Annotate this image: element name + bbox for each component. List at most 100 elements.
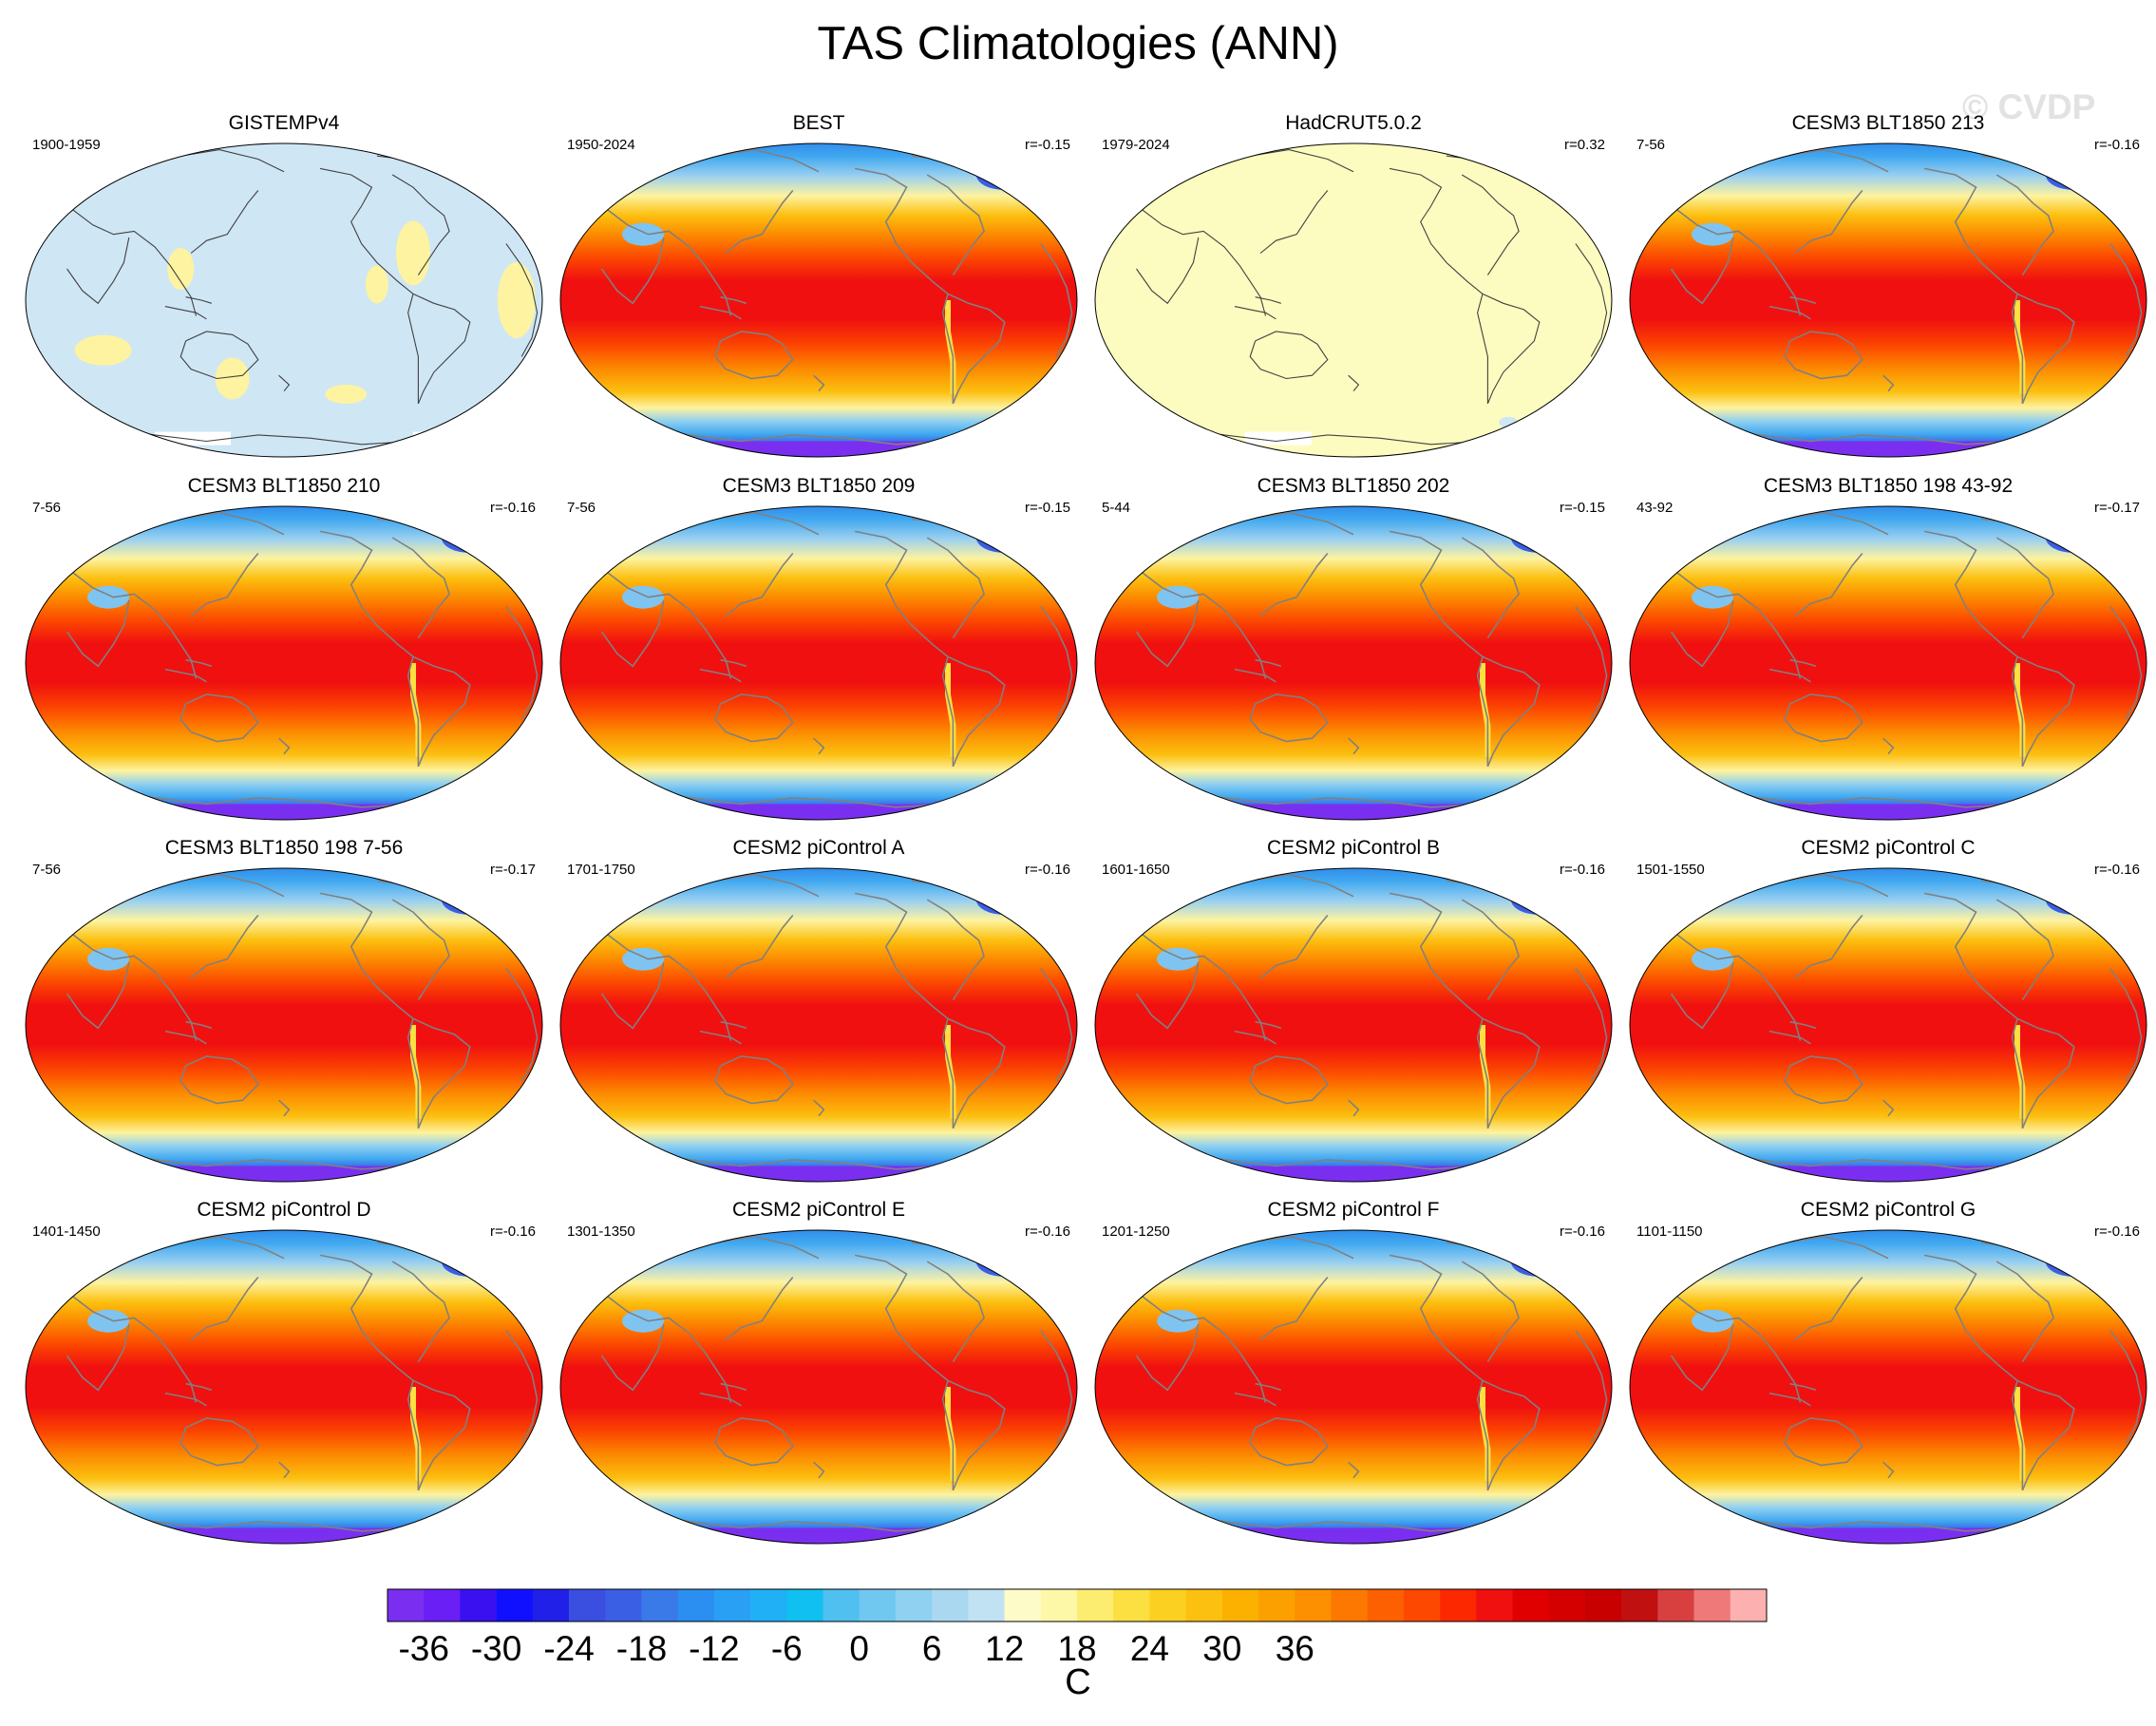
colorbar-swatch bbox=[605, 1589, 642, 1622]
panel-period: 43-92 bbox=[1636, 500, 1674, 516]
map-plot bbox=[1620, 1223, 2156, 1550]
colorbar-swatch bbox=[569, 1589, 606, 1622]
colorbar-swatch bbox=[786, 1589, 823, 1622]
panel-title: CESM2 piControl G bbox=[1800, 1199, 1976, 1221]
colorbar-tick-label: 6 bbox=[922, 1629, 942, 1668]
colorbar-swatch bbox=[932, 1589, 969, 1622]
map-plot bbox=[551, 500, 1087, 826]
colorbar-swatch bbox=[1185, 1589, 1223, 1622]
panel-correlation: r=0.32 bbox=[1564, 137, 1605, 153]
panel-correlation: r=-0.16 bbox=[1025, 862, 1070, 878]
colorbar-swatch bbox=[1657, 1589, 1694, 1622]
map-panel: CESM2 piControl F 1201-1250 r=-0.16 bbox=[1086, 1199, 1621, 1550]
colorbar-swatch bbox=[1331, 1589, 1368, 1622]
colorbar-swatch bbox=[823, 1589, 861, 1622]
colorbar-tick-label: 12 bbox=[985, 1629, 1024, 1668]
panel-title: GISTEMPv4 bbox=[228, 112, 340, 134]
colorbar-swatch bbox=[424, 1589, 461, 1622]
colorbar-swatch bbox=[1113, 1589, 1150, 1622]
map-panel: CESM3 BLT1850 198 7-56 7-56 r=-0.17 bbox=[16, 837, 552, 1188]
panel-title: CESM2 piControl A bbox=[732, 837, 905, 859]
map-plot bbox=[551, 862, 1087, 1188]
map-panel: GISTEMPv4 1900-1959 bbox=[16, 112, 552, 464]
colorbar-tick-label: 24 bbox=[1130, 1629, 1169, 1668]
panel-correlation: r=-0.16 bbox=[1560, 1223, 1605, 1240]
colorbar-swatch bbox=[1367, 1589, 1405, 1622]
colorbar-swatch bbox=[750, 1589, 787, 1622]
panel-title: CESM2 piControl B bbox=[1266, 837, 1441, 859]
map-panel: CESM2 piControl D 1401-1450 r=-0.16 bbox=[16, 1199, 552, 1550]
map-plot bbox=[16, 862, 552, 1188]
map-plot bbox=[1086, 500, 1621, 826]
panel-title: CESM3 BLT1850 198 7-56 bbox=[164, 837, 404, 859]
colorbar-tick-label: 18 bbox=[1057, 1629, 1096, 1668]
map-graphic bbox=[25, 1229, 543, 1545]
panel-period: 1900-1959 bbox=[32, 137, 101, 153]
colorbar-swatch bbox=[677, 1589, 715, 1622]
colorbar-swatch bbox=[1221, 1589, 1259, 1622]
map-panel: HadCRUT5.0.2 1979-2024 r=0.32 bbox=[1086, 112, 1621, 464]
map-graphic bbox=[1629, 867, 2147, 1183]
colorbar-tick-label: -36 bbox=[398, 1629, 448, 1668]
colorbar-swatch bbox=[1004, 1589, 1042, 1622]
panel-period: 7-56 bbox=[32, 862, 62, 878]
colorbar-tick-label: -12 bbox=[689, 1629, 739, 1668]
map-plot bbox=[551, 137, 1087, 464]
panel-period: 1950-2024 bbox=[567, 137, 635, 153]
colorbar-swatch bbox=[1258, 1589, 1295, 1622]
colorbar-swatch bbox=[859, 1589, 897, 1622]
map-graphic bbox=[1629, 1229, 2147, 1545]
map-panel: BEST 1950-2024 r=-0.15 bbox=[551, 112, 1087, 464]
colorbar-swatch bbox=[1621, 1589, 1658, 1622]
colorbar-swatch bbox=[1040, 1589, 1078, 1622]
map-plot bbox=[1086, 862, 1621, 1188]
panel-period: 5-44 bbox=[1102, 500, 1131, 516]
colorbar-swatch bbox=[496, 1589, 534, 1622]
panel-correlation: r=-0.17 bbox=[490, 862, 536, 878]
panel-correlation: r=-0.16 bbox=[490, 500, 536, 516]
colorbar-swatch bbox=[895, 1589, 933, 1622]
map-graphic bbox=[1094, 867, 1613, 1183]
panel-correlation: r=-0.17 bbox=[2094, 500, 2140, 516]
colorbar-tick-label: -18 bbox=[616, 1629, 667, 1668]
panel-title: HadCRUT5.0.2 bbox=[1285, 112, 1422, 134]
colorbar-swatch bbox=[460, 1589, 497, 1622]
panel-correlation: r=-0.15 bbox=[1560, 500, 1605, 516]
panel-title: BEST bbox=[792, 112, 845, 134]
panel-correlation: r=-0.16 bbox=[2094, 137, 2140, 153]
colorbar-swatch bbox=[1403, 1589, 1441, 1622]
panel-period: 1979-2024 bbox=[1102, 137, 1170, 153]
map-graphic bbox=[1094, 142, 1613, 458]
map-plot bbox=[16, 1223, 552, 1550]
colorbar-swatch bbox=[1548, 1589, 1586, 1622]
map-panel: CESM3 BLT1850 198 43-92 43-92 r=-0.17 bbox=[1620, 475, 2156, 826]
panel-correlation: r=-0.16 bbox=[1025, 1223, 1070, 1240]
panel-title: CESM2 piControl E bbox=[731, 1199, 906, 1221]
colorbar-swatch bbox=[1440, 1589, 1477, 1622]
map-plot bbox=[16, 500, 552, 826]
watermark: © CVDP bbox=[1962, 87, 2096, 126]
colorbar-tick-label: -6 bbox=[771, 1629, 803, 1668]
panel-title: CESM2 piControl F bbox=[1267, 1199, 1440, 1221]
panel-title: CESM3 BLT1850 209 bbox=[722, 475, 916, 497]
map-graphic bbox=[25, 505, 543, 821]
map-panel: CESM2 piControl G 1101-1150 r=-0.16 bbox=[1620, 1199, 2156, 1550]
panel-period: 1701-1750 bbox=[567, 862, 635, 878]
panel-title: CESM3 BLT1850 210 bbox=[187, 475, 381, 497]
panel-period: 7-56 bbox=[32, 500, 62, 516]
figure-title: TAS Climatologies (ANN) bbox=[817, 18, 1339, 69]
colorbar-swatch bbox=[968, 1589, 1005, 1622]
panel-title: CESM3 BLT1850 202 bbox=[1257, 475, 1450, 497]
colorbar-tick-label: 30 bbox=[1202, 1629, 1241, 1668]
map-plot bbox=[551, 1223, 1087, 1550]
panel-title: CESM3 BLT1850 198 43-92 bbox=[1763, 475, 2014, 497]
panel-title: CESM2 piControl C bbox=[1801, 837, 1976, 859]
panel-correlation: r=-0.15 bbox=[1025, 500, 1070, 516]
colorbar-swatch bbox=[388, 1589, 425, 1622]
panel-period: 7-56 bbox=[567, 500, 596, 516]
map-panel: CESM2 piControl A 1701-1750 r=-0.16 bbox=[551, 837, 1087, 1188]
panel-period: 1301-1350 bbox=[567, 1223, 635, 1240]
panel-period: 1601-1650 bbox=[1102, 862, 1170, 878]
map-panel: CESM3 BLT1850 202 5-44 r=-0.15 bbox=[1086, 475, 1621, 826]
colorbar-swatch bbox=[641, 1589, 678, 1622]
